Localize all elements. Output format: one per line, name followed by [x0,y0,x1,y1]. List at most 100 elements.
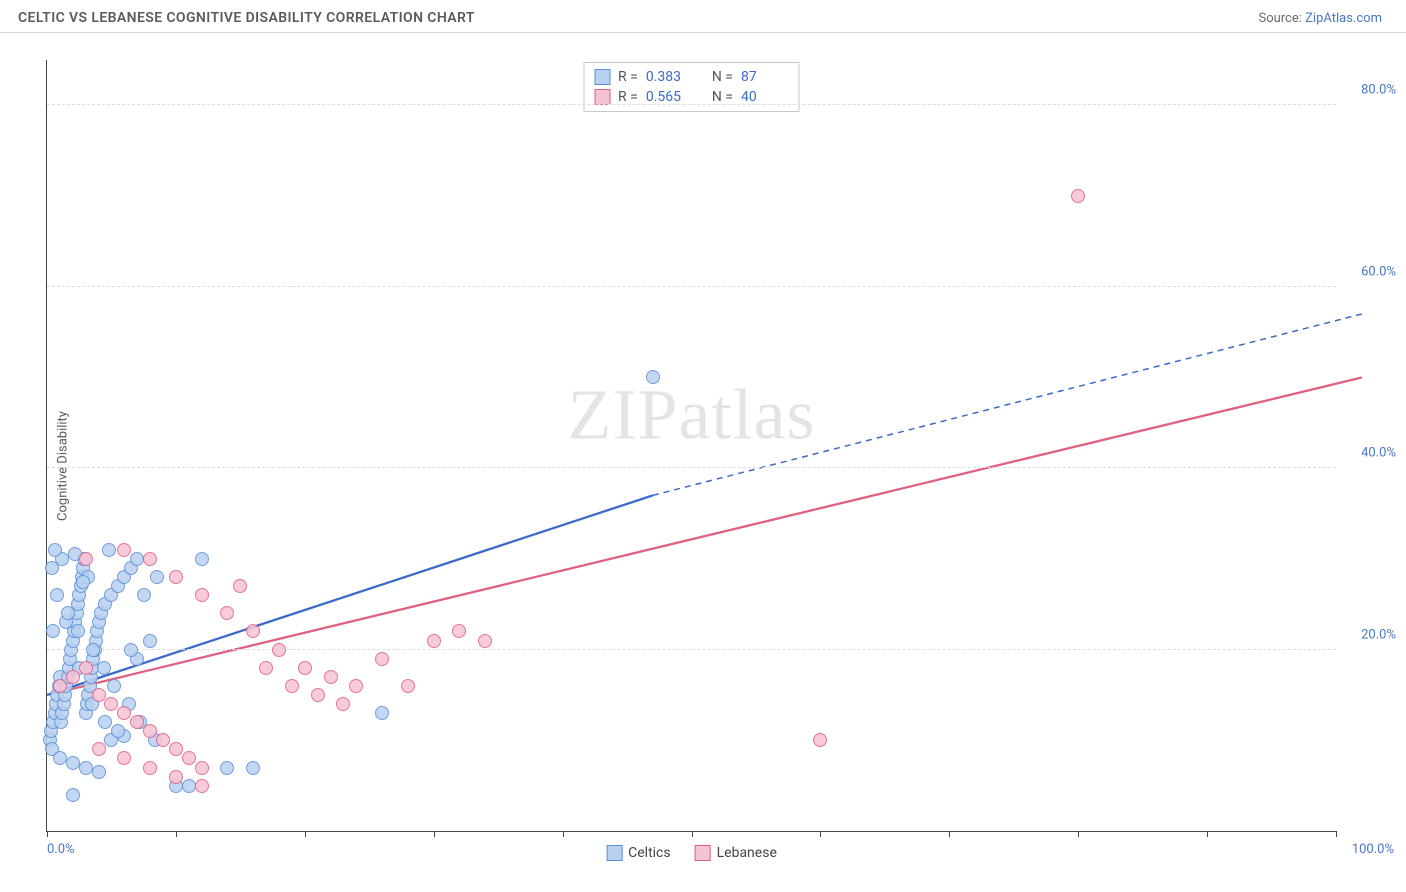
scatter-point [48,543,62,557]
legend-item: Lebanese [695,845,777,861]
watermark: ZIPatlas [568,373,816,456]
x-tick [1207,831,1208,837]
scatter-point [61,606,75,620]
source-citation: Source: ZipAtlas.com [1258,11,1382,26]
scatter-point [813,733,827,747]
scatter-point [182,751,196,765]
scatter-point [92,742,106,756]
x-tick [820,831,821,837]
scatter-point [53,679,67,693]
scatter-point [117,751,131,765]
scatter-point [195,779,209,793]
scatter-point [195,761,209,775]
scatter-point [452,624,466,638]
x-axis-min-label: 0.0% [47,842,75,857]
source-link[interactable]: ZipAtlas.com [1305,11,1382,26]
y-tick-label: 80.0% [1341,83,1396,98]
scatter-point [272,643,286,657]
x-tick [949,831,950,837]
plot-area: ZIPatlas R = 0.383 N = 87 R = 0.565 N = … [46,60,1336,832]
y-tick-label: 20.0% [1341,627,1396,642]
chart-header: CELTIC VS LEBANESE COGNITIVE DISABILITY … [0,0,1406,33]
scatter-point [111,724,125,738]
scatter-point [117,543,131,557]
scatter-point [150,570,164,584]
scatter-point [50,588,64,602]
scatter-point [53,751,67,765]
scatter-point [45,561,59,575]
scatter-point [182,779,196,793]
scatter-point [86,643,100,657]
scatter-point [79,761,93,775]
scatter-point [66,756,80,770]
scatter-point [130,715,144,729]
x-tick [47,831,48,837]
scatter-point [169,742,183,756]
scatter-point [98,715,112,729]
scatter-point [1071,189,1085,203]
scatter-point [285,679,299,693]
scatter-point [46,624,60,638]
scatter-point [375,706,389,720]
y-tick-label: 40.0% [1341,446,1396,461]
scatter-point [92,688,106,702]
scatter-point [336,697,350,711]
scatter-point [143,552,157,566]
gridline [47,649,1336,650]
scatter-point [246,624,260,638]
scatter-point [298,661,312,675]
scatter-point [169,570,183,584]
scatter-point [76,575,90,589]
scatter-point [143,724,157,738]
scatter-point [220,606,234,620]
x-tick [1336,831,1337,837]
scatter-point [130,552,144,566]
scatter-point [79,552,93,566]
gridline [47,104,1336,105]
scatter-point [66,788,80,802]
scatter-point [137,588,151,602]
trend-lines [47,60,1336,831]
scatter-point [324,670,338,684]
scatter-point [92,765,106,779]
scatter-point [79,661,93,675]
scatter-point [143,634,157,648]
scatter-point [97,661,111,675]
x-tick [176,831,177,837]
scatter-point [143,761,157,775]
legend-swatch-icon [594,89,610,105]
scatter-point [646,370,660,384]
scatter-point [195,552,209,566]
scatter-point [104,697,118,711]
legend-swatch-icon [695,845,711,861]
scatter-point [478,634,492,648]
scatter-point [117,706,131,720]
x-tick [434,831,435,837]
scatter-point [195,588,209,602]
chart-wrap: Cognitive Disability ZIPatlas R = 0.383 … [0,40,1406,892]
chart-title: CELTIC VS LEBANESE COGNITIVE DISABILITY … [18,10,475,26]
scatter-point [233,579,247,593]
scatter-point [124,643,138,657]
scatter-point [66,670,80,684]
scatter-point [102,543,116,557]
scatter-point [427,634,441,648]
y-tick-label: 60.0% [1341,264,1396,279]
x-tick [1078,831,1079,837]
scatter-point [259,661,273,675]
legend-swatch-icon [594,69,610,85]
scatter-point [220,761,234,775]
x-axis-max-label: 100.0% [1352,842,1394,857]
scatter-point [107,679,121,693]
scatter-point [169,770,183,784]
x-tick [305,831,306,837]
x-tick [563,831,564,837]
series-legend: Celtics Lebanese [606,845,777,861]
x-tick [692,831,693,837]
legend-swatch-icon [606,845,622,861]
legend-item: Celtics [606,845,670,861]
scatter-point [349,679,363,693]
gridline [47,467,1336,468]
scatter-point [156,733,170,747]
stats-legend-row: R = 0.383 N = 87 [594,67,789,87]
